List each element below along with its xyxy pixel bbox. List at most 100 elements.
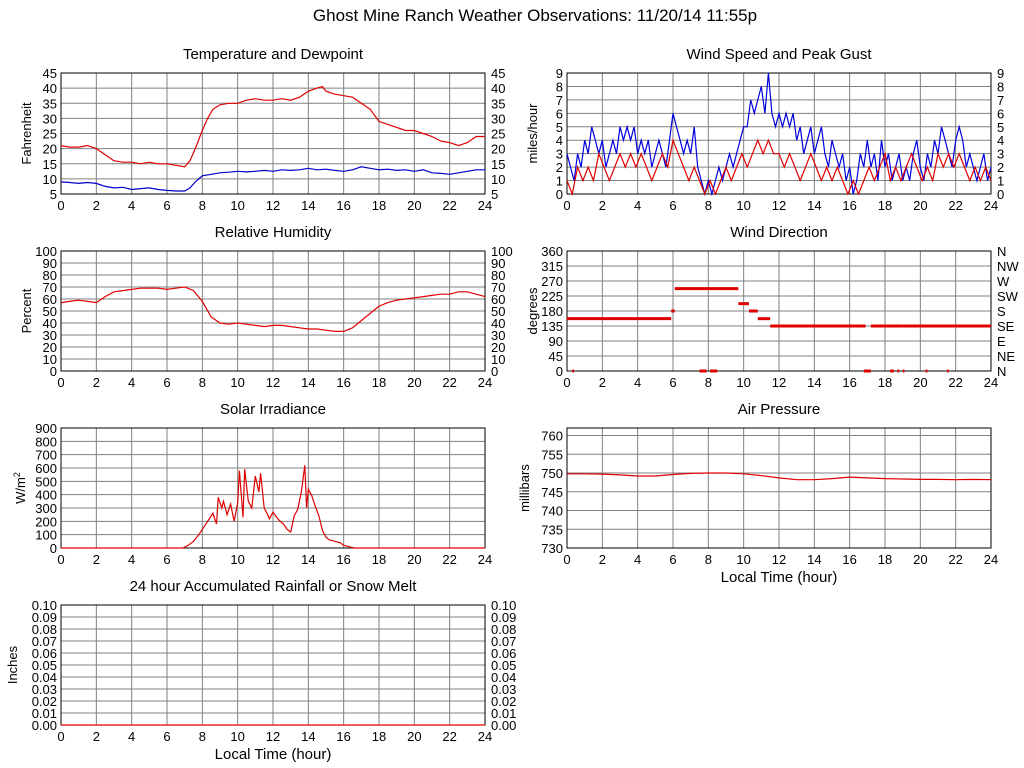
x-tick-label: 20 [407,375,421,390]
x-tick-label: 18 [372,198,386,213]
x-tick-label: 4 [128,375,135,390]
compass-label: E [997,334,1006,349]
y-tick-label: 70 [43,280,57,295]
x-tick-label: 14 [301,729,315,744]
y-tick-label: 35 [43,96,57,111]
x-tick-label: 24 [478,375,492,390]
y-tick-label-right: 4 [997,133,1004,148]
x-tick-label: 24 [984,375,998,390]
y-tick-label: 400 [35,488,57,503]
x-tick-label: 2 [93,198,100,213]
x-tick-label: 22 [442,198,456,213]
y-tick-label: 50 [43,304,57,319]
y-tick-label: 7 [556,93,563,108]
y-tick-label: 9 [556,66,563,81]
y-tick-label: 750 [541,466,563,481]
x-tick-label: 20 [913,552,927,567]
x-tick-label: 0 [57,198,64,213]
y-tick-label-right: 0.06 [491,646,516,661]
plot-frame [60,427,486,549]
y-tick-label: 270 [541,274,563,289]
x-tick-label: 16 [842,375,856,390]
x-tick-label: 6 [163,375,170,390]
x-tick-label: 22 [442,552,456,567]
y-tick-label-right: 15 [491,157,505,172]
x-tick-label: 18 [878,552,892,567]
y-tick-label: 0.10 [32,598,57,613]
y-tick-label: 0.08 [32,622,57,637]
x-tick-label: 8 [199,375,206,390]
y-tick-label: 0.03 [32,682,57,697]
series-line-0 [567,472,992,481]
y-axis-label: Fahrenheit [19,102,34,165]
y-tick-label: 25 [43,127,57,142]
x-tick-label: 14 [301,375,315,390]
x-tick-label: 8 [705,375,712,390]
y-tick-label-right: 0.05 [491,658,516,673]
x-tick-label: 8 [705,552,712,567]
x-tick-label: 14 [301,552,315,567]
y-tick-label: 0.06 [32,646,57,661]
y-tick-label: 10 [43,172,57,187]
series-line-1 [566,138,992,197]
x-tick-label: 18 [878,375,892,390]
y-tick-label: 20 [43,142,57,157]
series-line-0 [60,286,486,332]
y-tick-label-right: 60 [491,292,505,307]
plot-frame [60,250,486,372]
y-tick-label: 30 [43,111,57,126]
y-tick-label: 900 [35,421,57,436]
compass-label: SE [997,319,1015,334]
x-tick-label: 20 [407,729,421,744]
y-tick-label: 225 [541,289,563,304]
x-tick-label: 10 [230,552,244,567]
y-tick-label: 760 [541,429,563,444]
y-tick-label-right: 0.04 [491,670,516,685]
x-tick-label: 14 [301,198,315,213]
y-tick-label-right: 40 [491,81,505,96]
compass-label: NW [997,259,1019,274]
y-tick-label: 45 [549,349,563,364]
x-tick-label: 8 [705,198,712,213]
x-tick-label: 24 [984,198,998,213]
y-tick-label-right: 35 [491,96,505,111]
x-tick-label: 6 [669,552,676,567]
x-tick-label: 8 [199,198,206,213]
compass-label: S [997,304,1006,319]
y-tick-label-right: 30 [491,328,505,343]
y-tick-label: 15 [43,157,57,172]
x-tick-label: 4 [634,375,641,390]
compass-label: SW [997,289,1019,304]
x-tick-label: 18 [372,552,386,567]
y-tick-label: 740 [541,504,563,519]
y-tick-label: 0.02 [32,694,57,709]
y-tick-label: 0 [50,541,57,556]
series-line-0 [566,72,992,197]
y-axis-label: Percent [19,288,34,333]
y-tick-label-right: 20 [491,142,505,157]
x-tick-label: 14 [807,375,821,390]
y-tick-label: 500 [35,474,57,489]
y-tick-label: 735 [541,522,563,537]
chart-title: Relative Humidity [215,224,332,241]
x-tick-label: 10 [736,198,750,213]
y-tick-label: 40 [43,81,57,96]
plot-frame [566,250,992,372]
x-tick-label: 16 [336,729,350,744]
y-tick-label-right: 50 [491,304,505,319]
x-tick-label: 6 [669,198,676,213]
x-tick-label: 4 [128,552,135,567]
x-tick-label: 16 [336,552,350,567]
x-tick-label: 24 [984,552,998,567]
x-tick-label: 0 [563,375,570,390]
compass-label: N [997,244,1006,259]
x-tick-label: 0 [57,552,64,567]
x-tick-label: 2 [599,552,606,567]
y-tick-label-right: 9 [997,66,1004,81]
y-tick-label: 0 [556,187,563,202]
y-tick-label: 0.04 [32,670,57,685]
